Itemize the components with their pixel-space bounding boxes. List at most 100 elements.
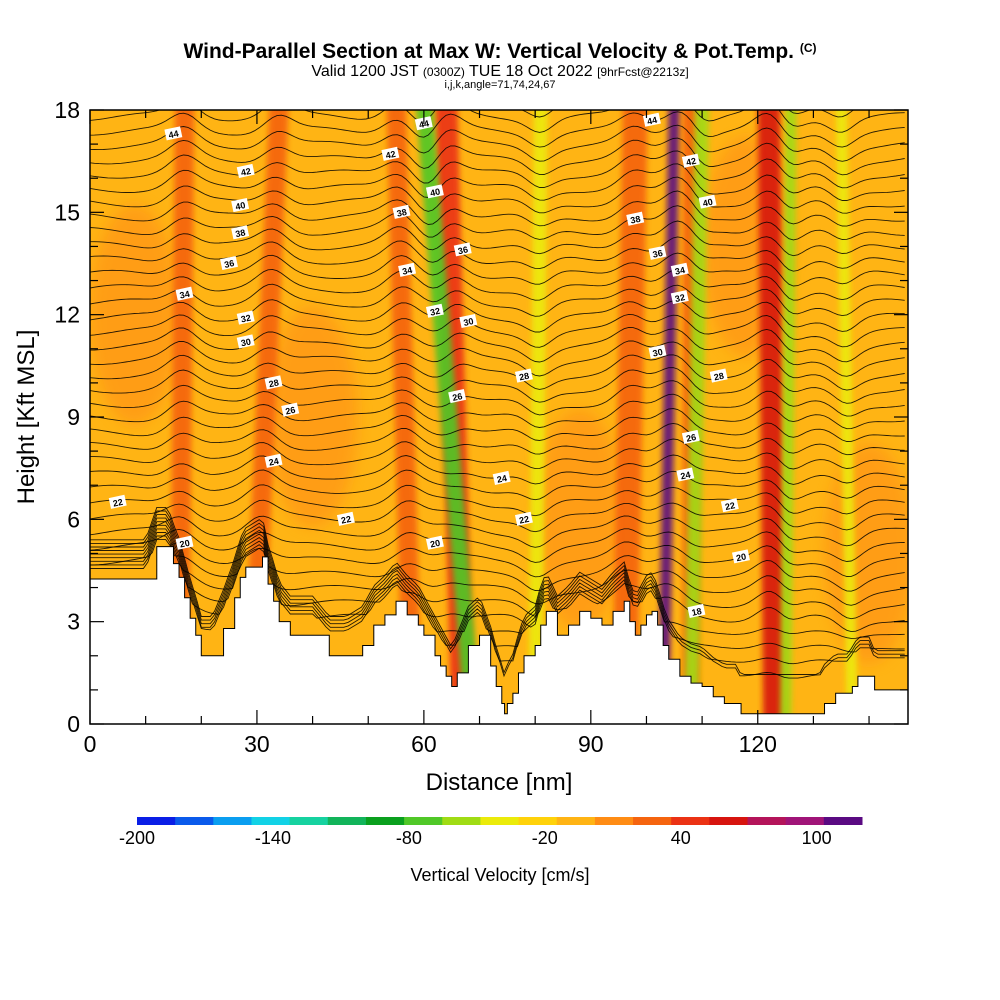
- contour-label: 42: [381, 146, 400, 161]
- contour-label-text: 26: [451, 391, 463, 403]
- contour-label: 22: [336, 511, 355, 526]
- contour-label: 30: [236, 334, 255, 349]
- theta-contour: [90, 469, 905, 501]
- contour-label-bg: [264, 453, 283, 468]
- contour-label-text: 34: [179, 289, 191, 301]
- contour-label-bg: [220, 255, 238, 271]
- contour-label-bg: [425, 184, 444, 199]
- theta-contours: [90, 110, 905, 679]
- colorbar-swatch: [556, 817, 596, 825]
- contour-label-bg: [164, 126, 183, 141]
- contour-label: 42: [236, 163, 255, 178]
- colorbar-tick-label: -200: [119, 828, 155, 848]
- contour-label: 36: [220, 255, 238, 271]
- contour-label: 34: [398, 262, 417, 277]
- terrain: [89, 546, 909, 725]
- contour-label-bg: [670, 290, 689, 305]
- contour-labels: 44 42 40 38 36 34 32 30 28 26 24 22 20 22 20 44 42 40 38 36…: [108, 112, 750, 618]
- contour-label-bg: [175, 286, 194, 301]
- y-tick-label: 0: [67, 711, 80, 737]
- contour-label-text: 24: [268, 456, 280, 468]
- contour-label: 30: [459, 313, 478, 329]
- contour-label-text: 28: [518, 371, 530, 383]
- theta-contour: [90, 205, 905, 241]
- contour-label: 22: [108, 494, 127, 509]
- contour-label-text: 34: [401, 265, 413, 277]
- chart-title-unit: (C): [799, 41, 817, 55]
- theta-contour: [90, 517, 905, 653]
- contour-label-text: 26: [284, 405, 296, 417]
- colorbar-swatch: [709, 817, 749, 825]
- contour-label: 20: [731, 549, 750, 564]
- colorbar-tick-label: 100: [802, 828, 832, 848]
- theta-contour: [90, 539, 905, 578]
- contour-label: 32: [236, 310, 255, 325]
- theta-contour: [90, 150, 905, 189]
- y-tick-label: 15: [54, 199, 80, 225]
- theta-contour: [90, 110, 905, 133]
- contour-label-text: 32: [429, 306, 441, 318]
- contour-label: 22: [720, 498, 739, 513]
- x-tick-label: 30: [244, 731, 270, 757]
- contour-label: 26: [681, 429, 700, 445]
- contour-label-bg: [687, 603, 706, 618]
- contour-label-text: 20: [429, 538, 441, 550]
- theta-contour: [90, 438, 905, 470]
- theta-contour: [90, 313, 905, 348]
- contour-label: 24: [676, 467, 695, 482]
- chart-title-main: Wind-Parallel Section at Max W: Vertical…: [183, 40, 794, 63]
- contour-label: 44: [164, 126, 183, 141]
- contour-label: 26: [281, 402, 300, 417]
- colorbar-swatch: [327, 817, 367, 825]
- contour-label-bg: [281, 402, 300, 417]
- theta-contour: [90, 124, 905, 162]
- theta-contour: [90, 510, 905, 679]
- contour-label-text: 40: [234, 200, 246, 212]
- contour-label-text: 22: [518, 514, 530, 526]
- contour-label-bg: [459, 313, 478, 329]
- contour-label-bg: [398, 262, 417, 277]
- theta-contour: [90, 283, 905, 317]
- theta-contour: [90, 163, 905, 201]
- theta-contour: [90, 326, 905, 363]
- contour-label: 40: [425, 184, 444, 199]
- terrain-mask: [89, 546, 909, 725]
- contour-label-bg: [681, 429, 700, 445]
- contour-label: 20: [425, 535, 444, 550]
- contour-label-bg: [231, 225, 250, 240]
- updraft-band: [386, 110, 423, 724]
- contour-label-text: 38: [234, 227, 246, 239]
- contour-label-text: 38: [629, 214, 641, 226]
- theta-contour: [90, 190, 905, 227]
- theta-contour: [90, 268, 905, 301]
- theta-contour: [90, 532, 905, 606]
- contour-label-bg: [648, 344, 667, 359]
- downdraft-band: [528, 110, 548, 724]
- theta-contour: [90, 528, 905, 620]
- colorbar-swatch: [785, 817, 825, 825]
- contour-label-bg: [648, 245, 667, 260]
- colorbar-swatch: [823, 817, 863, 825]
- valid-utc: (0300Z): [422, 65, 465, 79]
- theta-contour: [90, 380, 905, 417]
- contour-label-text: 32: [240, 313, 252, 325]
- contour-label-bg: [108, 494, 127, 509]
- theta-contour: [90, 220, 905, 257]
- theta-contour: [90, 524, 905, 633]
- theta-contour: [90, 514, 905, 665]
- contour-label-text: 42: [385, 149, 397, 161]
- contour-label-bg: [381, 146, 400, 161]
- contour-label-text: 44: [646, 115, 658, 127]
- theta-contour: [90, 340, 905, 377]
- contour-label-text: 42: [240, 166, 252, 178]
- y-tick-label: 18: [54, 97, 80, 123]
- contour-label-text: 22: [112, 497, 124, 509]
- contour-label-bg: [453, 242, 472, 257]
- contour-label-bg: [231, 197, 250, 213]
- contour-label: 24: [492, 470, 511, 485]
- contour-label: 32: [425, 303, 444, 318]
- valid-prefix: Valid 1200 JST: [311, 63, 419, 80]
- downdraft-band: [416, 110, 482, 724]
